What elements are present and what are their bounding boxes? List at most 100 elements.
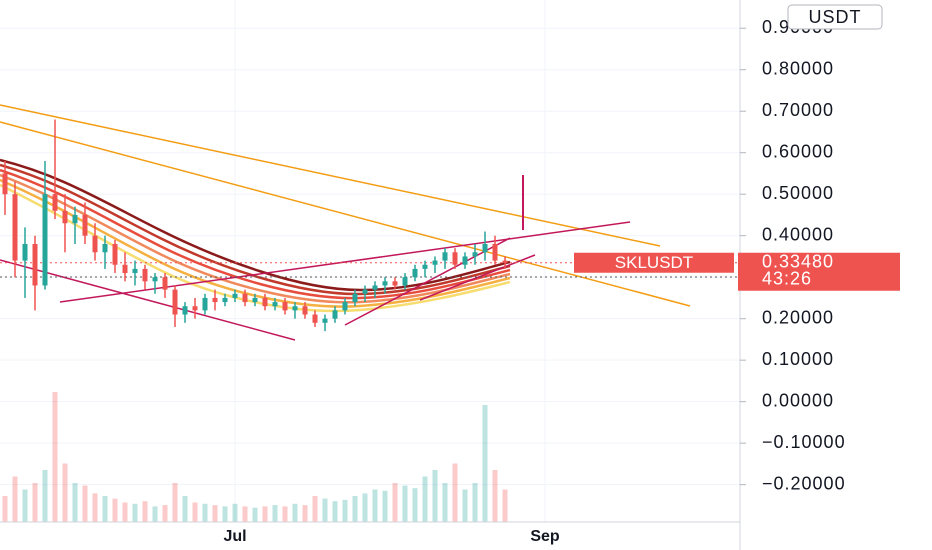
volume-bar	[362, 493, 368, 522]
volume-bar	[322, 498, 328, 522]
volume-bar	[432, 470, 438, 522]
candle-body	[202, 297, 208, 311]
y-tick-label: 0.60000	[762, 141, 834, 161]
candle-body	[12, 194, 18, 261]
candle-body	[72, 214, 78, 224]
y-tick-label: 0.20000	[762, 307, 834, 327]
symbol-box	[574, 252, 734, 273]
volume-bar	[142, 501, 148, 522]
candle-body	[112, 243, 118, 265]
volume-bar	[162, 505, 168, 522]
candle-body	[502, 260, 508, 263]
y-tick-label: 0.70000	[762, 100, 834, 120]
volume-bar	[262, 506, 268, 522]
volume-bar	[212, 505, 218, 522]
candle-body	[162, 277, 168, 290]
y-tick-label: 0.10000	[762, 349, 834, 369]
candle-body	[432, 260, 438, 265]
y-tick-label: −0.10000	[762, 432, 846, 452]
ribbon-line	[0, 173, 511, 304]
volume-bar	[392, 483, 398, 522]
volume-bar	[122, 502, 128, 522]
candle-body	[312, 314, 318, 323]
volume-bar	[202, 503, 208, 522]
candle-body	[62, 210, 68, 224]
ribbon-line	[0, 168, 511, 300]
candle-body	[192, 306, 198, 311]
candle-body	[452, 252, 458, 265]
candle-body	[232, 293, 238, 298]
candle-body	[212, 297, 218, 303]
volume-bar	[492, 470, 498, 522]
candle-body	[122, 264, 128, 274]
y-tick-label: −0.20000	[762, 473, 846, 493]
volume-bar	[282, 506, 288, 522]
volume-bar	[402, 485, 408, 522]
volume-bar	[32, 483, 38, 522]
candle-body	[222, 297, 228, 303]
y-axis: −0.20000 −0.10000 0.00000 0.10000 0.20000 0.3…	[740, 17, 846, 493]
candle-body	[292, 306, 298, 311]
candle-body	[382, 281, 388, 286]
volume-bar	[12, 476, 18, 522]
candle-body	[92, 235, 98, 253]
y-tick-label: 0.50000	[762, 183, 834, 203]
x-tick-label: Jul	[223, 528, 246, 545]
candle-body	[132, 268, 138, 274]
volume-bar	[112, 498, 118, 522]
x-axis: Jul Sep	[223, 528, 559, 545]
candle-body	[262, 297, 268, 307]
volume-bar	[452, 463, 458, 522]
candle-body	[2, 173, 8, 195]
volume-bar	[302, 505, 308, 522]
volume-bar	[52, 392, 58, 522]
volume-bar	[172, 483, 178, 522]
ribbon-line	[0, 178, 511, 308]
volume-bar	[152, 506, 158, 522]
candle-body	[52, 194, 58, 211]
candle-body	[492, 243, 498, 261]
y-tick-label: 0.00000	[762, 390, 834, 410]
candle-body	[302, 306, 308, 315]
volume-bar	[502, 489, 508, 522]
volume-bar	[22, 489, 28, 522]
candle-body	[372, 285, 378, 290]
volume-bar	[312, 496, 318, 522]
candle-body	[22, 243, 28, 261]
candle-body	[362, 289, 368, 294]
volume-bar	[252, 507, 258, 522]
candle-body	[42, 194, 48, 286]
volume-bar	[332, 501, 338, 522]
volume-bar	[242, 506, 248, 522]
candle-body	[392, 281, 398, 286]
y-tick-label: 0.40000	[762, 224, 834, 244]
candles	[2, 119, 508, 332]
volume-bar	[102, 496, 108, 522]
volume-bar	[82, 485, 88, 522]
volume-bar	[272, 505, 278, 522]
volume-bar	[42, 470, 48, 522]
candle-body	[182, 306, 188, 315]
volume-bar	[92, 493, 98, 522]
candle-body	[332, 310, 338, 319]
symbol: SKLUSDT	[615, 253, 693, 272]
volume-bar	[482, 405, 488, 522]
candle-body	[172, 289, 178, 315]
volume-bar	[182, 496, 188, 522]
currency[interactable]: USDT	[809, 7, 862, 27]
candle-body	[422, 264, 428, 269]
volume	[2, 392, 508, 522]
price-box	[738, 252, 900, 291]
trend-line	[0, 121, 691, 307]
candle-body	[82, 214, 88, 236]
last-price-label: 0.33480	[762, 251, 834, 271]
volume-bar	[422, 476, 428, 522]
volume-bar	[412, 488, 418, 522]
candle-body	[282, 302, 288, 311]
candle-body	[252, 297, 258, 303]
countdown: 43:26	[762, 268, 812, 288]
trend-line	[0, 104, 661, 247]
trend-line	[0, 259, 296, 341]
currency-button[interactable]	[787, 4, 883, 30]
volume-bar	[222, 506, 228, 522]
